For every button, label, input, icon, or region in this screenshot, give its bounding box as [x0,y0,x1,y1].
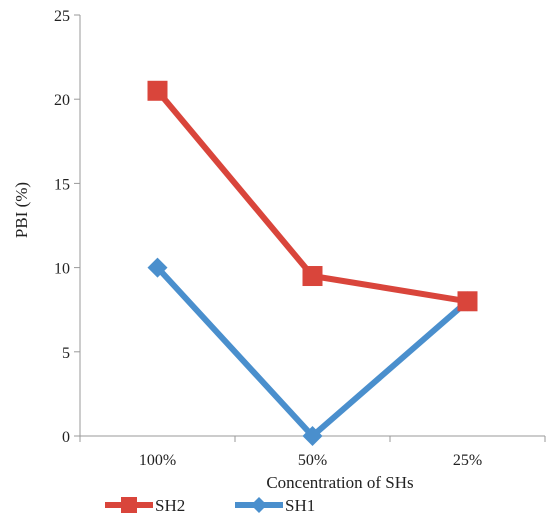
y-tick-label: 15 [54,176,70,193]
x-tick-label: 100% [139,452,176,469]
x-tick-label: 50% [298,452,327,469]
x-axis-title: Concentration of SHs [266,473,413,492]
legend-marker [121,497,137,513]
legend-label: SH1 [285,496,315,515]
data-point-sh2 [457,291,478,312]
legend: SH2 SH1 [105,496,315,515]
y-tick-label: 0 [62,429,70,446]
series-sh2 [147,80,478,312]
series-layer [147,80,478,446]
data-point-sh2 [302,266,323,287]
data-point-sh2 [147,80,168,101]
y-axis-title: PBI (%) [12,182,31,238]
data-point-sh1 [147,257,168,278]
x-tick-label: 25% [453,452,482,469]
legend-marker [251,497,267,513]
y-tick-label: 5 [62,345,70,362]
y-tick-label: 25 [54,8,70,25]
legend-item-sh1: SH1 [235,496,315,515]
legend-label: SH2 [155,496,185,515]
data-point-sh1 [302,426,323,446]
x-axis: 100% 50% 25% [79,435,546,469]
y-tick-label: 10 [54,261,70,278]
y-tick-label: 20 [54,92,70,109]
y-axis: 0 5 10 15 20 25 [54,8,81,446]
legend-item-sh2: SH2 [105,496,185,515]
